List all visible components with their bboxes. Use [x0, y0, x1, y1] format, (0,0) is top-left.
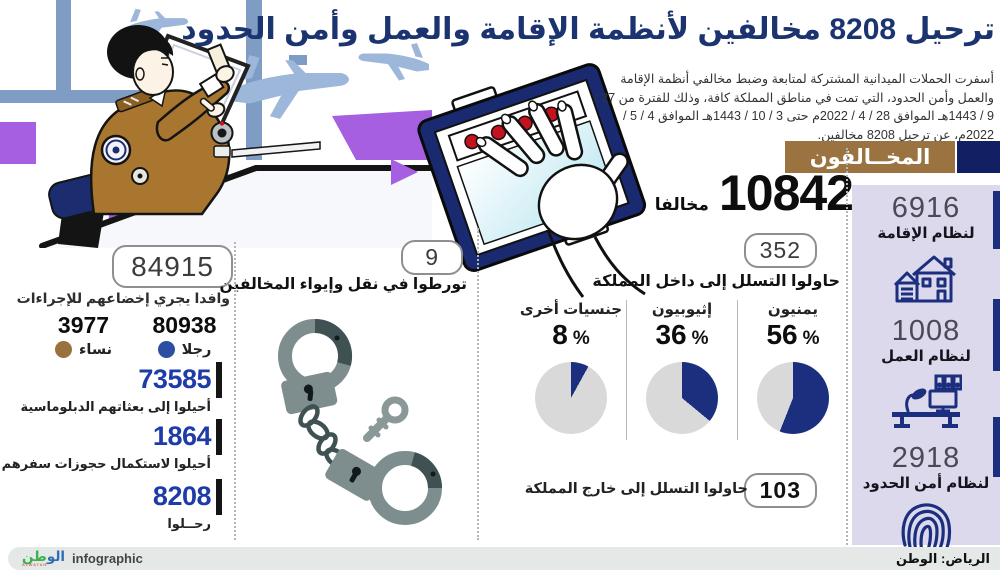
window-frame	[0, 0, 307, 160]
chair	[58, 212, 104, 248]
sidebar-item-label: لنظام الإقامة	[877, 224, 975, 242]
stat-entry-diplomatic: 73585 أحيلوا إلى بعثاتهم الدبلوماسية	[20, 362, 222, 415]
sidebar-item-residency: 6916 لنظام الإقامة	[852, 192, 1000, 308]
pie-chart	[646, 362, 718, 434]
pie-label: يمنيون	[767, 301, 819, 318]
pie-section: يمنيون % 56 إثيوبيون % 36 جنسيات أخرى % …	[516, 300, 848, 440]
percent-sign: %	[691, 328, 709, 349]
scanner-illustration	[391, 63, 647, 298]
percent-sign: %	[802, 328, 820, 349]
stat-value: 8208	[152, 481, 212, 512]
intro-text: أسفرت الحملات الميدانية المشتركة لمتابعة…	[594, 72, 994, 142]
smugglers-label: تورطوا في نقل وإيواء المخالفين	[219, 276, 467, 293]
webcam-icon	[210, 121, 234, 158]
stat-bar	[216, 362, 222, 398]
women-stat: 3977 نساء	[36, 312, 131, 359]
total-violators-unit: مخالفا	[654, 195, 709, 214]
women-value: 3977	[57, 312, 110, 338]
stat-value: 1864	[152, 421, 212, 452]
inside-attempts-badge: 352	[743, 233, 817, 268]
separator	[477, 228, 479, 540]
pie-column-ethiopians: إثيوبيون % 36	[627, 300, 738, 440]
footer-bar: الوطن ALWATAN infographic الرياض: الوطن	[8, 547, 1000, 570]
men-value: 80938	[152, 312, 217, 338]
expats-total-badge: 84915	[112, 245, 233, 288]
men-label: رجلا	[181, 341, 212, 358]
men-stat: 80938 رجلا	[137, 312, 232, 359]
officer	[89, 25, 235, 216]
banner-navy-block	[957, 141, 1000, 173]
sidebar-item-border: 2918 لنظام أمن الحدود	[852, 441, 1000, 568]
key-icon	[363, 396, 409, 442]
pie-chart	[535, 362, 607, 434]
pie-label: جنسيات أخرى	[519, 301, 623, 318]
sidebar: 6916 لنظام الإقامة 1008 لنظام العمل	[852, 185, 1000, 561]
women-dot	[54, 341, 72, 359]
purple-arrow-icon	[391, 159, 418, 185]
desk-icon	[892, 374, 963, 428]
sidebar-accent-bar	[993, 417, 1000, 477]
expats-total-label: وافدا يجري إخضاعهم للإجراءات	[16, 290, 230, 306]
outside-attempts-label: حاولوا التسلل إلى خارج المملكة	[524, 481, 748, 497]
led-dots	[464, 106, 560, 150]
inside-attempts-heading: حاولوا التسلل إلى داخل المملكة	[592, 273, 840, 290]
plane-icon	[124, 8, 429, 119]
stat-value: 73585	[138, 364, 211, 395]
women-label: نساء	[78, 341, 113, 358]
stat-label: أحيلوا إلى بعثاتهم الدبلوماسية	[20, 399, 211, 414]
pie-percent: % 8	[552, 319, 590, 350]
footer-brand: الوطن ALWATAN infographic	[22, 550, 143, 568]
sidebar-accent-bar	[993, 299, 1000, 371]
stat-label: أحيلوا لاستكمال حجوزات سفرهم	[1, 456, 211, 471]
violators-banner: المخــالفون	[785, 141, 1000, 173]
outside-attempts-badge: 103	[743, 473, 817, 508]
stat-bar	[216, 419, 222, 455]
sidebar-item-value: 6916	[891, 192, 961, 224]
stat-label: رحــلوا	[167, 516, 211, 531]
men-dot	[157, 341, 175, 359]
sidebar-item-label: لنظام أمن الحدود	[862, 474, 990, 492]
source-label: الرياض: الوطن	[895, 550, 990, 566]
pie-column-other: جنسيات أخرى % 8	[516, 300, 627, 440]
total-violators: 10842 مخالفا	[654, 165, 854, 221]
watan-logo: الوطن ALWATAN	[22, 548, 66, 568]
sidebar-accent-bar	[993, 191, 1000, 249]
pie-label: إثيوبيون	[651, 301, 713, 318]
sidebar-item-value: 1008	[891, 314, 961, 347]
house-icon	[893, 255, 956, 303]
banner-label: المخــالفون	[785, 141, 955, 173]
officer-illustration	[0, 0, 432, 248]
page-title: ترحيل 8208 مخالفين لأنظمة الإقامة والعمل…	[181, 13, 995, 46]
infographic-label: infographic	[72, 551, 143, 566]
sidebar-item-labor: 1008 لنظام العمل	[852, 314, 1000, 435]
stat-bar	[216, 479, 222, 515]
desk	[46, 166, 432, 248]
separator	[234, 242, 236, 540]
pie-chart	[757, 362, 829, 434]
total-violators-value: 10842	[718, 165, 854, 221]
handcuffs-illustration	[278, 318, 443, 525]
sidebar-item-value: 2918	[891, 441, 961, 474]
men-women-row: 80938 رجلا 3977 نساء	[36, 312, 232, 359]
separator	[846, 148, 848, 545]
pie-percent: % 36	[655, 319, 709, 350]
pie-column-yemenis: يمنيون % 56	[738, 300, 848, 440]
sidebar-item-label: لنظام العمل	[881, 347, 971, 365]
hand-illustration	[475, 100, 646, 298]
watan-logo-sub: ALWATAN	[22, 562, 48, 568]
smugglers-badge: 9	[401, 240, 463, 275]
stat-entry-travel: 1864 أحيلوا لاستكمال حجوزات سفرهم	[2, 419, 222, 472]
stat-entry-deported: 8208 رحــلوا	[153, 479, 222, 532]
percent-sign: %	[572, 328, 590, 349]
pie-percent: % 56	[766, 319, 820, 350]
